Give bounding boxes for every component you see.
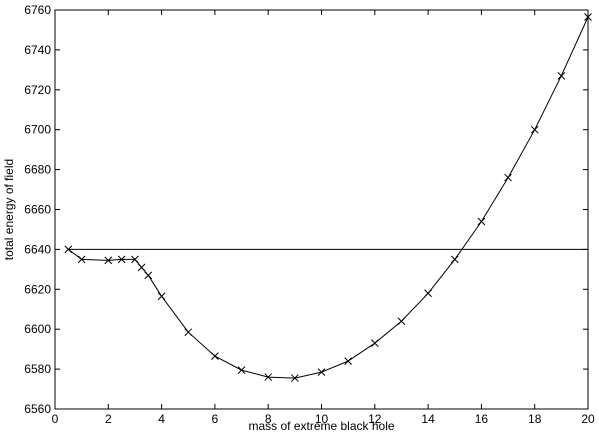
data-point-marker bbox=[131, 255, 139, 264]
data-point-marker bbox=[237, 366, 246, 374]
x-tick-label: 12 bbox=[368, 412, 382, 426]
y-axis-label: total energy of field bbox=[2, 159, 16, 260]
data-point-marker bbox=[530, 125, 539, 134]
data-point-marker bbox=[211, 352, 219, 360]
x-tick-label: 0 bbox=[52, 412, 59, 426]
y-tick-label: 6640 bbox=[24, 242, 51, 256]
x-tick-label: 20 bbox=[581, 412, 595, 426]
data-point-marker bbox=[157, 292, 166, 301]
data-point-marker bbox=[137, 263, 146, 272]
y-tick-label: 6680 bbox=[24, 163, 51, 177]
x-tick-label: 6 bbox=[212, 412, 219, 426]
data-point-marker bbox=[370, 339, 379, 348]
data-point-marker bbox=[424, 289, 432, 298]
plot-area: 0 2 4 6 8 10 12 14 16 18 20 6560 6580 6600 6620 6640 666… bbox=[24, 3, 595, 426]
data-point-marker bbox=[104, 256, 113, 265]
y-tick-label: 6620 bbox=[24, 282, 51, 296]
data-point-marker bbox=[264, 373, 273, 381]
y-tick-label: 6600 bbox=[24, 322, 51, 336]
data-point-marker bbox=[317, 368, 326, 376]
x-tick-label: 10 bbox=[315, 412, 329, 426]
data-point-marker bbox=[557, 71, 566, 80]
data-point-marker bbox=[144, 271, 153, 280]
data-point-marker bbox=[344, 357, 353, 365]
data-point-marker bbox=[117, 255, 126, 264]
y-tick-label: 6660 bbox=[24, 203, 51, 217]
x-tick-label: 14 bbox=[421, 412, 435, 426]
x-tick-label: 4 bbox=[158, 412, 165, 426]
data-point-marker bbox=[450, 255, 459, 264]
y-tick-label: 6560 bbox=[24, 402, 51, 416]
data-point-marker bbox=[77, 255, 86, 264]
x-axis-label: mass of extreme black hole bbox=[248, 419, 394, 433]
x-tick-label: 8 bbox=[265, 412, 272, 426]
x-tick-label: 2 bbox=[105, 412, 112, 426]
y-tick-label: 6720 bbox=[24, 83, 51, 97]
data-point-marker bbox=[184, 328, 193, 337]
plot-frame bbox=[54, 9, 589, 410]
energy-curve-line bbox=[68, 16, 589, 379]
x-tick-label: 18 bbox=[528, 412, 542, 426]
data-point-marker bbox=[397, 317, 406, 326]
x-tick-label: 16 bbox=[475, 412, 489, 426]
data-point-marker bbox=[584, 13, 592, 21]
data-point-marker bbox=[477, 217, 486, 226]
y-tick-label: 6580 bbox=[24, 362, 51, 376]
data-point-marker bbox=[290, 374, 299, 382]
y-tick-label: 6740 bbox=[24, 43, 51, 57]
y-tick-label: 6760 bbox=[24, 3, 51, 17]
data-point-marker bbox=[504, 173, 512, 182]
y-tick-label: 6700 bbox=[24, 123, 51, 137]
